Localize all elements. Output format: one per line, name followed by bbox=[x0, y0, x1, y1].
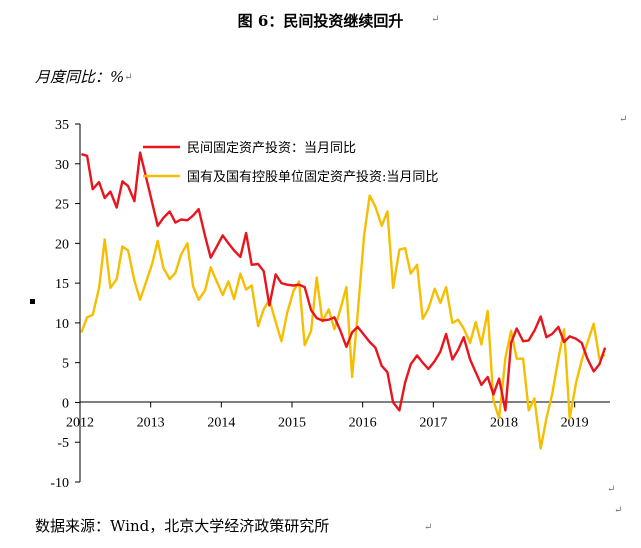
paragraph-mark: ↵ bbox=[619, 114, 628, 125]
y-tick-label: -5 bbox=[57, 436, 69, 451]
x-tick-label: 2014 bbox=[207, 415, 235, 430]
x-tick-label: 2015 bbox=[278, 415, 306, 430]
legend-label-private: 民间固定资产投资：当月同比 bbox=[187, 140, 356, 156]
y-unit-label-text: 月度同比：% bbox=[35, 68, 125, 86]
paragraph-mark: ↵ bbox=[124, 72, 133, 83]
x-tick-label: 2013 bbox=[137, 415, 165, 430]
figure-title: 图 6：民间投资继续回升 bbox=[237, 12, 404, 30]
y-tick-label: 20 bbox=[55, 237, 69, 252]
y-tick-label: 35 bbox=[55, 118, 69, 133]
y-tick-label: 25 bbox=[55, 198, 69, 213]
y-tick-label: 5 bbox=[62, 357, 69, 372]
series-line-state-investment bbox=[80, 194, 606, 450]
x-tick-label: 2018 bbox=[490, 415, 518, 430]
y-tick-label: -10 bbox=[50, 476, 69, 491]
paragraph-mark: ↵ bbox=[614, 505, 623, 516]
y-tick-label: 30 bbox=[55, 158, 69, 173]
legend: 民间固定资产投资：当月同比 国有及国有控股单位固定资产投资:当月同比 bbox=[143, 140, 438, 185]
x-tick-label: 2012 bbox=[66, 415, 94, 430]
y-unit-label: 月度同比：%↵ bbox=[35, 66, 133, 87]
series-line-private-investment bbox=[81, 151, 607, 412]
legend-label-state: 国有及国有控股单位固定资产投资:当月同比 bbox=[187, 169, 438, 185]
y-tick-group: -10 -5 0 5 10 15 20 25 30 35 bbox=[50, 118, 80, 491]
y-tick-label: 10 bbox=[55, 317, 69, 332]
bullet-marker bbox=[30, 299, 35, 304]
series-group bbox=[80, 151, 607, 450]
y-tick-label: 0 bbox=[62, 396, 69, 411]
source-note: 数据来源：Wind，北京大学经济政策研究所 bbox=[35, 517, 330, 535]
paragraph-mark: ↵ bbox=[431, 14, 440, 25]
x-tick-label: 2017 bbox=[419, 415, 447, 430]
x-tick-label: 2019 bbox=[561, 415, 589, 430]
paragraph-mark: ↵ bbox=[607, 484, 616, 495]
x-tick-group: 2012 2013 2014 2015 2016 2017 2018 2019 bbox=[66, 402, 589, 430]
y-tick-label: 15 bbox=[55, 277, 69, 292]
paragraph-mark: ↵ bbox=[424, 522, 433, 533]
x-tick-label: 2016 bbox=[349, 415, 377, 430]
